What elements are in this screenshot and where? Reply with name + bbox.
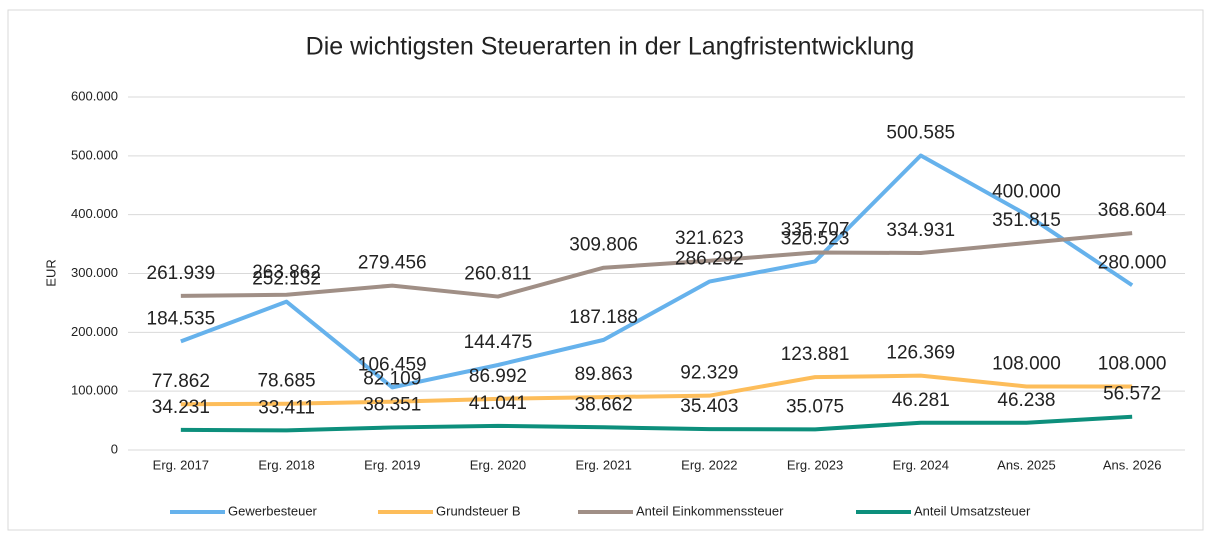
data-label: 106.459 bbox=[358, 354, 427, 375]
data-label: 309.806 bbox=[569, 235, 638, 256]
legend-label: Grundsteuer B bbox=[436, 503, 521, 518]
data-label: 321.623 bbox=[675, 228, 744, 249]
y-tick-label: 600.000 bbox=[71, 88, 118, 103]
data-label: 46.238 bbox=[997, 390, 1055, 411]
data-label: 126.369 bbox=[886, 343, 955, 364]
data-label: 261.939 bbox=[147, 263, 216, 284]
data-label: 279.456 bbox=[358, 253, 427, 274]
data-label: 78.685 bbox=[257, 371, 315, 392]
data-label: 334.931 bbox=[886, 220, 955, 241]
x-tick-label: Erg. 2021 bbox=[575, 457, 631, 472]
data-label: 86.992 bbox=[469, 366, 527, 387]
data-label: 187.188 bbox=[569, 307, 638, 328]
series-line bbox=[180, 414, 1133, 433]
data-label: 351.815 bbox=[992, 210, 1061, 231]
x-tick-label: Erg. 2023 bbox=[787, 457, 843, 472]
x-tick-label: Erg. 2018 bbox=[258, 457, 314, 472]
data-label: 89.863 bbox=[575, 364, 633, 385]
data-label: 34.231 bbox=[152, 397, 210, 418]
data-label: 252.132 bbox=[252, 269, 321, 290]
data-label: 38.351 bbox=[363, 394, 421, 415]
series-line bbox=[180, 373, 1133, 407]
data-label: 123.881 bbox=[781, 344, 850, 365]
data-label: 144.475 bbox=[464, 332, 533, 353]
y-tick-label: 100.000 bbox=[71, 383, 118, 398]
y-tick-label: 500.000 bbox=[71, 147, 118, 162]
x-tick-label: Erg. 2020 bbox=[470, 457, 526, 472]
series-line bbox=[180, 153, 1134, 390]
y-tick-label: 0 bbox=[111, 441, 118, 456]
data-label: 41.041 bbox=[469, 393, 527, 414]
legend-label: Gewerbesteuer bbox=[228, 503, 318, 518]
data-label: 56.572 bbox=[1103, 384, 1161, 405]
data-label: 335.707 bbox=[781, 220, 850, 241]
data-label: 77.862 bbox=[152, 371, 210, 392]
data-label: 33.411 bbox=[258, 397, 315, 418]
data-label: 46.281 bbox=[892, 390, 950, 411]
x-tick-label: Erg. 2024 bbox=[893, 457, 949, 472]
data-label: 260.811 bbox=[464, 264, 531, 285]
data-label: 35.403 bbox=[680, 396, 738, 417]
data-label: 108.000 bbox=[992, 353, 1061, 374]
data-label: 108.000 bbox=[1098, 353, 1167, 374]
y-axis-label: EUR bbox=[43, 259, 58, 286]
data-label: 263.862 bbox=[252, 262, 321, 283]
x-tick-label: Ans. 2026 bbox=[1103, 457, 1162, 472]
series-line bbox=[180, 231, 1133, 299]
x-tick-label: Erg. 2019 bbox=[364, 457, 420, 472]
data-label: 82.109 bbox=[363, 369, 421, 390]
data-label: 400.000 bbox=[992, 182, 1061, 203]
y-tick-label: 400.000 bbox=[71, 206, 118, 221]
data-label: 92.329 bbox=[680, 363, 738, 384]
x-tick-label: Erg. 2022 bbox=[681, 457, 737, 472]
x-tick-label: Ans. 2025 bbox=[997, 457, 1056, 472]
data-label: 280.000 bbox=[1098, 252, 1167, 273]
data-label: 320.523 bbox=[781, 228, 850, 249]
legend-label: Anteil Umsatzsteuer bbox=[914, 503, 1031, 518]
data-label: 500.585 bbox=[886, 123, 955, 144]
data-label: 286.292 bbox=[675, 249, 744, 270]
legend-label: Anteil Einkommenssteuer bbox=[636, 503, 784, 518]
data-label: 368.604 bbox=[1098, 200, 1167, 221]
data-label: 184.535 bbox=[147, 308, 216, 329]
data-label: 35.075 bbox=[786, 396, 844, 417]
data-label: 38.662 bbox=[575, 394, 633, 415]
y-tick-label: 300.000 bbox=[71, 265, 118, 280]
chart-title: Die wichtigsten Steuerarten in der Langf… bbox=[306, 33, 915, 61]
y-tick-label: 200.000 bbox=[71, 324, 118, 339]
x-tick-label: Erg. 2017 bbox=[153, 457, 209, 472]
